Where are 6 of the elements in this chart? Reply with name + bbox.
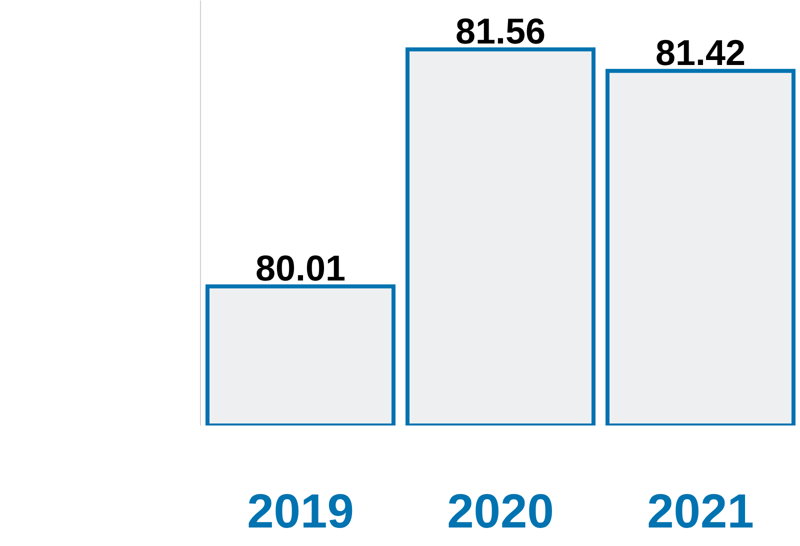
data-label: 80.01 (255, 247, 346, 288)
x-tick-label: 2019 (247, 486, 354, 538)
data-label: 81.56 (455, 10, 546, 52)
x-tick-label: 2021 (647, 486, 754, 538)
data-label: 81.42 (655, 32, 746, 73)
x-tick-label: 2020 (447, 486, 554, 538)
